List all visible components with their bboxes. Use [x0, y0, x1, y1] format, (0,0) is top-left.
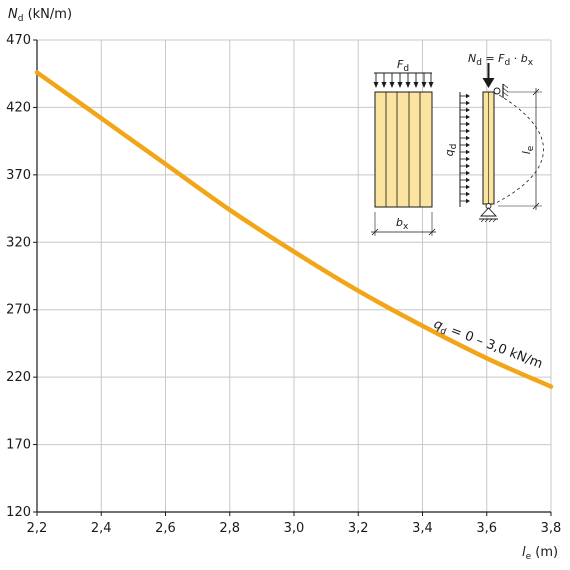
- x-tick-label: 3,0: [284, 521, 305, 536]
- y-tick-labels: 120 170 220 270 320 370 420 470: [6, 33, 37, 520]
- load-arrows-side: [460, 93, 470, 204]
- x-tick-label: 3,2: [348, 521, 369, 536]
- formula: Nd = Fd · bx: [468, 52, 534, 68]
- y-axis-label: Nd (kN/m): [8, 7, 72, 24]
- panel-rect: [374, 91, 433, 208]
- y-tick-label: 420: [6, 100, 31, 115]
- buckled-shape: [493, 91, 544, 205]
- width-label: bx: [396, 216, 409, 232]
- column-side-view: qd le: [443, 52, 544, 223]
- force-label: Fd: [397, 58, 409, 74]
- x-axis-label: le (m): [522, 545, 558, 562]
- x-tick-label: 3,4: [412, 521, 433, 536]
- y-tick-label: 170: [6, 438, 31, 453]
- q-label: qd: [443, 144, 459, 157]
- top-hinge: [493, 87, 501, 95]
- x-tick-label: 2,2: [27, 521, 48, 536]
- panel-front-view: Fd bx: [371, 58, 436, 236]
- load-arrows-top: [373, 73, 434, 88]
- x-tick-label: 3,6: [476, 521, 497, 536]
- y-tick-label: 320: [6, 235, 31, 250]
- series-label: qd = 0 – 3,0 kN/m: [431, 317, 545, 374]
- length-label: le: [520, 145, 536, 154]
- x-tick-label: 2,8: [219, 521, 240, 536]
- x-tick-label: 2,4: [91, 521, 112, 536]
- y-tick-label: 470: [6, 33, 31, 48]
- x-tick-label: 3,8: [541, 521, 562, 536]
- x-tick-label: 2,6: [155, 521, 176, 536]
- y-tick-label: 370: [6, 168, 31, 183]
- y-tick-label: 120: [6, 505, 31, 520]
- y-tick-label: 220: [6, 370, 31, 385]
- series-line: [34, 70, 554, 389]
- bottom-support: [479, 207, 498, 217]
- inset-diagram: Fd bx qd: [371, 52, 544, 236]
- x-tick-labels: 2,2 2,4 2,6 2,8 3,0 3,2 3,4 3,6 3,8: [27, 512, 562, 536]
- y-tick-label: 270: [6, 303, 31, 318]
- grid: [37, 39, 552, 512]
